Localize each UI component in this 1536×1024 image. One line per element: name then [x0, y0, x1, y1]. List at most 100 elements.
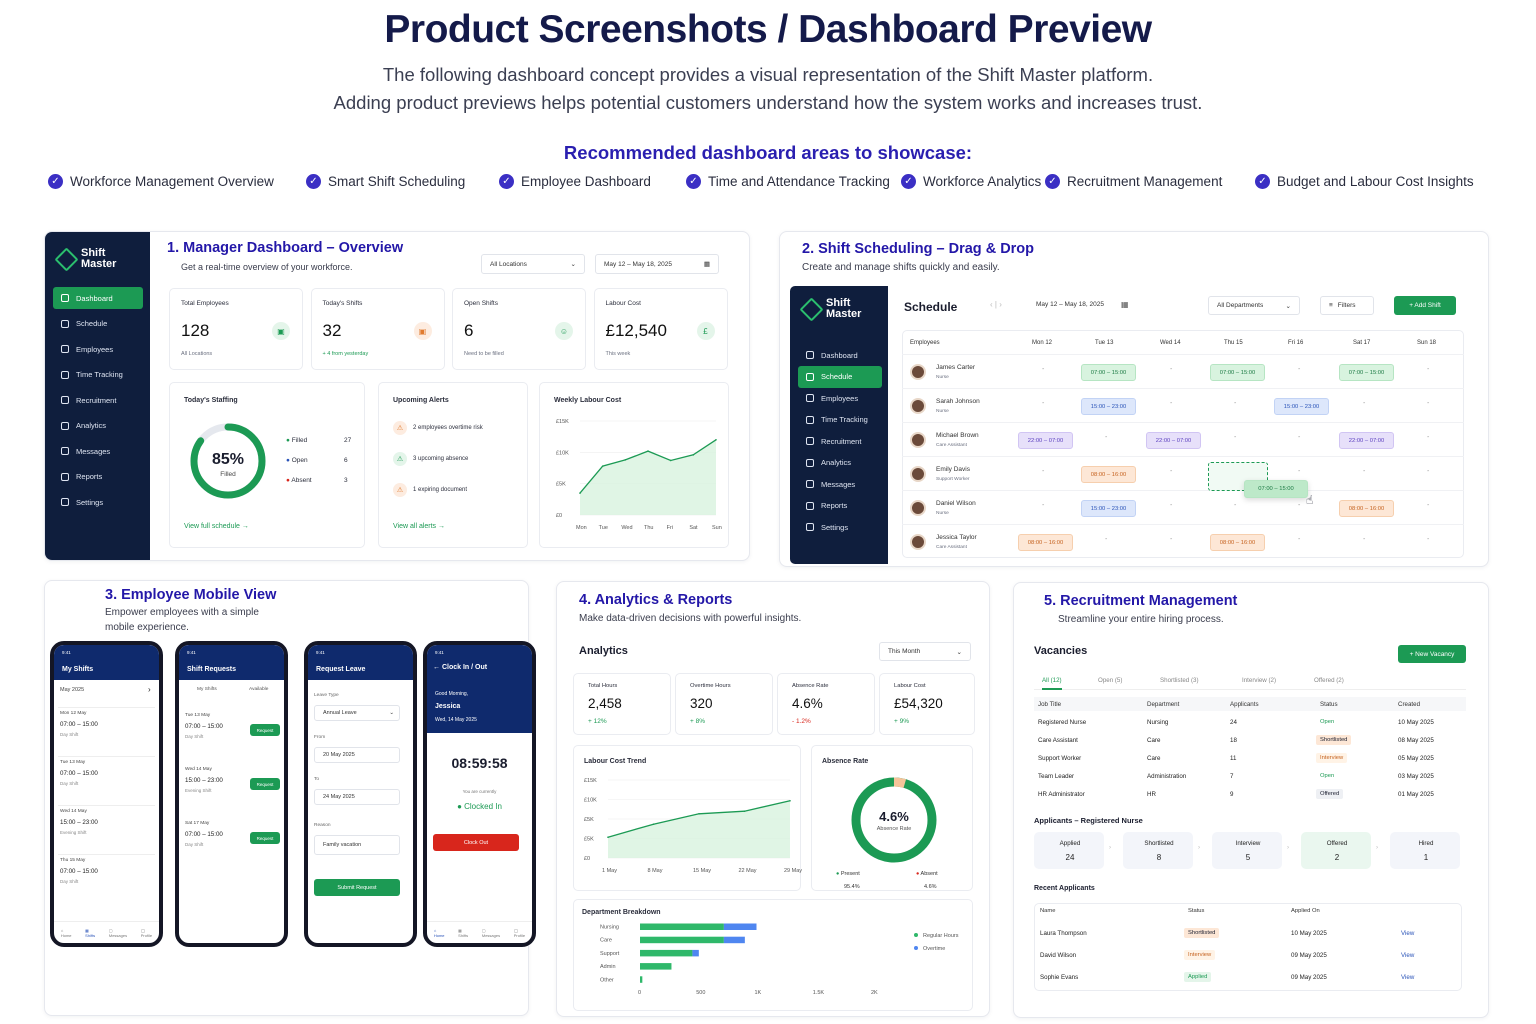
tab-shortlisted[interactable]: Shortlisted (3): [1160, 677, 1199, 684]
sidebar-item-label: Recruitment: [76, 395, 117, 405]
x-tick-label: 8 May: [648, 868, 663, 874]
shift-block[interactable]: 15:00 – 23:00: [1081, 398, 1136, 415]
sidebar-item-analytics[interactable]: Analytics: [798, 452, 882, 474]
add-shift-button[interactable]: + Add Shift: [1394, 296, 1456, 315]
sidebar-item-schedule[interactable]: Schedule: [53, 313, 143, 335]
shift-block[interactable]: 22:00 – 07:00: [1339, 432, 1394, 449]
sidebar-item-employees[interactable]: Employees: [53, 338, 143, 360]
home-icon[interactable]: ⌂ Home: [60, 927, 72, 938]
data-point: [743, 810, 746, 812]
table-cell: 05 May 2025: [1398, 755, 1434, 762]
location-select[interactable]: All Locations ⌄: [481, 254, 585, 274]
bottom-nav: ⌂ Home ▦ Shifts ▢ Messages ◯ Profile: [54, 921, 159, 943]
shift-block[interactable]: 15:00 – 23:00: [1274, 398, 1329, 415]
from-date-field[interactable]: 20 May 2025: [314, 747, 400, 763]
sidebar-item-reports[interactable]: Reports: [53, 466, 143, 488]
shift-block[interactable]: 07:00 – 15:00: [1339, 364, 1394, 381]
submit-request-button[interactable]: Submit Request: [314, 879, 400, 896]
period-select[interactable]: This Month ⌄: [879, 642, 971, 661]
absent-arc: [851, 777, 937, 863]
messages-icon[interactable]: ▢ Messages: [108, 927, 128, 938]
calendar-icon[interactable]: ▦: [1121, 300, 1129, 309]
sidebar-item-analytics[interactable]: Analytics: [53, 415, 143, 437]
dragged-shift[interactable]: 07:00 – 15:00: [1244, 480, 1308, 498]
view-link[interactable]: View: [1401, 952, 1415, 959]
back-arrow-icon[interactable]: ←: [433, 664, 442, 671]
shift-block[interactable]: 15:00 – 23:00: [1081, 500, 1136, 517]
cursor-hand-icon: ☝: [1306, 493, 1314, 507]
tab-my-shifts[interactable]: My Shifts: [197, 687, 217, 692]
shifts-icon[interactable]: ▦ Shifts: [85, 927, 96, 938]
day-header: Fri 16: [1288, 340, 1304, 346]
sidebar-item-dashboard[interactable]: Dashboard: [798, 344, 882, 366]
sidebar-item-time-tracking[interactable]: Time Tracking: [798, 409, 882, 431]
view-schedule-link[interactable]: View full schedule →: [184, 523, 249, 530]
request-button[interactable]: Request: [250, 724, 280, 736]
empty-cell: -: [1170, 468, 1173, 475]
present-dot-icon: ●: [836, 871, 841, 877]
sidebar-item-settings[interactable]: Settings: [53, 491, 143, 513]
sidebar-item-employees[interactable]: Employees: [798, 387, 882, 409]
shift-block[interactable]: 08:00 – 16:00: [1081, 466, 1136, 483]
sidebar-item-dashboard[interactable]: Dashboard: [53, 287, 143, 309]
leave-type-select[interactable]: Annual Leave ⌄: [314, 705, 400, 721]
new-vacancy-button[interactable]: + New Vacancy: [1398, 645, 1466, 663]
request-button[interactable]: Request: [250, 778, 280, 790]
to-date-field[interactable]: 24 May 2025: [314, 789, 400, 805]
labour-cost-trend-chart: £15K £10K £5K £5K £0 1 May 8 May 15 May 22 May 29…: [584, 778, 802, 874]
date-range-picker[interactable]: May 12 – May 18, 2025 ▦: [595, 254, 719, 274]
profile-icon[interactable]: ◯ Profile: [140, 927, 153, 938]
tab-all[interactable]: All (12): [1042, 677, 1062, 690]
sidebar-item-messages[interactable]: Messages: [798, 473, 882, 495]
chevron-down-icon: ⌄: [570, 261, 576, 268]
empty-cell: -: [1105, 434, 1108, 441]
view-alerts-link[interactable]: View all alerts →: [393, 523, 446, 530]
screen-title: Request Leave: [316, 666, 366, 673]
sidebar-item-reports[interactable]: Reports: [798, 495, 882, 517]
filters-button[interactable]: ≡ Filters: [1320, 296, 1374, 315]
messages-icon[interactable]: ▢ Messages: [481, 927, 501, 938]
shift-block[interactable]: 08:00 – 16:00: [1339, 500, 1394, 517]
tab-interview[interactable]: Interview (2): [1242, 677, 1277, 684]
schedule-date[interactable]: May 12 – May 18, 2025: [1036, 301, 1104, 308]
profile-icon[interactable]: ◯ Profile: [513, 927, 526, 938]
reason-field[interactable]: Family vacation: [314, 835, 400, 855]
shift-block[interactable]: 08:00 – 16:00: [1210, 534, 1265, 551]
department-select[interactable]: All Departments ⌄: [1208, 296, 1300, 315]
sidebar-item-label: Dashboard: [76, 293, 113, 303]
kpi-card: Total Employees 128 All Locations ▣: [169, 288, 303, 370]
sidebar-item-recruitment[interactable]: Recruitment: [798, 430, 882, 452]
shift-block[interactable]: 07:00 – 15:00: [1210, 364, 1265, 381]
request-button[interactable]: Request: [250, 832, 280, 844]
shifts-icon[interactable]: ▦ Shifts: [458, 927, 469, 938]
tab-available[interactable]: Available: [249, 687, 269, 692]
table-cell: 09 May 2025: [1291, 952, 1327, 959]
card-description: Get a real-time overview of your workfor…: [181, 262, 353, 272]
alert-item: 2 employees overtime risk: [413, 425, 483, 431]
chevron-right-icon[interactable]: ›: [148, 685, 151, 694]
view-link[interactable]: View: [1401, 930, 1415, 937]
employees-icon: [806, 394, 814, 402]
tab-offered[interactable]: Offered (2): [1314, 677, 1344, 684]
shift-block[interactable]: 08:00 – 16:00: [1018, 534, 1073, 551]
day-header: Sun 18: [1417, 340, 1437, 346]
document-icon: ⚠: [393, 483, 407, 497]
shift-block[interactable]: 07:00 – 15:00: [1081, 364, 1136, 381]
sidebar-item-messages[interactable]: Messages: [53, 440, 143, 462]
recruitment-card: 5. Recruitment Management Streamline you…: [1013, 582, 1489, 1018]
sidebar-item-settings[interactable]: Settings: [798, 516, 882, 538]
sidebar-item-time-tracking[interactable]: Time Tracking: [53, 364, 143, 386]
view-link[interactable]: View: [1401, 974, 1415, 981]
data-point: [601, 465, 604, 467]
shift-block[interactable]: 22:00 – 07:00: [1018, 432, 1073, 449]
tab-open[interactable]: Open (5): [1098, 677, 1123, 684]
messages-icon: [806, 480, 814, 488]
home-icon[interactable]: ⌂ Home: [433, 927, 445, 938]
shift-block[interactable]: 22:00 – 07:00: [1146, 432, 1201, 449]
sidebar-item-schedule[interactable]: Schedule: [798, 365, 882, 388]
recruitment-icon: [806, 437, 814, 445]
table-cell: 24: [1230, 719, 1237, 726]
clock-out-button[interactable]: Clock Out: [433, 834, 519, 851]
nav-arrows[interactable]: ‹ | ›: [990, 300, 1002, 309]
sidebar-item-recruitment[interactable]: Recruitment: [53, 389, 143, 411]
